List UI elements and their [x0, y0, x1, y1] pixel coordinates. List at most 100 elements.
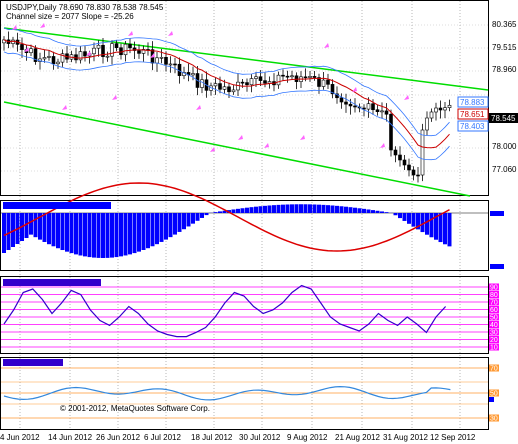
- histogram-bar: [344, 206, 348, 213]
- histogram-bar: [92, 213, 96, 258]
- histogram-bar: [308, 204, 312, 213]
- signal-arrow: [40, 23, 45, 28]
- rsi-level-label: 30: [490, 330, 498, 337]
- histogram-bar: [173, 213, 177, 235]
- rsi-panel[interactable]: [0, 276, 489, 354]
- current-price-value: 78.545: [491, 114, 516, 123]
- histogram-bar: [56, 213, 60, 249]
- rsi-level-label: 70: [490, 300, 498, 307]
- histogram-panel[interactable]: [0, 200, 489, 271]
- histogram-bar: [87, 213, 92, 258]
- histogram-bar: [213, 212, 218, 213]
- signal-arrow: [112, 95, 117, 100]
- histogram-bar: [24, 213, 29, 238]
- oscillator-title-bar: [3, 359, 63, 366]
- histogram-bar: [384, 212, 389, 213]
- candle-body: [105, 55, 110, 58]
- candle-body: [227, 86, 231, 93]
- oscillator-panel[interactable]: [0, 357, 489, 430]
- date-label: 21 Aug 2012: [335, 433, 380, 442]
- candle-body: [92, 47, 96, 55]
- candle-body: [191, 73, 195, 76]
- oscillator-line: [3, 385, 451, 401]
- histogram-bar: [353, 207, 357, 213]
- candle-body: [443, 107, 447, 111]
- oscillator-level-tag: [489, 389, 499, 397]
- histogram-bar: [137, 213, 141, 252]
- histogram-bar: [6, 213, 11, 250]
- histogram-bar: [65, 213, 69, 252]
- histogram-bar: [371, 210, 375, 213]
- moving-average-line: [3, 39, 450, 149]
- candle-body: [83, 51, 87, 57]
- histogram-bar: [78, 213, 83, 256]
- candle-body: [213, 83, 218, 87]
- histogram-bar: [29, 213, 33, 235]
- candle-body: [384, 110, 389, 115]
- candle-body: [123, 43, 128, 56]
- histogram-bar: [443, 213, 447, 245]
- histogram-title-bar: [3, 202, 111, 209]
- candle-body: [344, 101, 348, 105]
- histogram-bar: [258, 206, 263, 213]
- price-label-79xxx: 78.960: [492, 65, 517, 74]
- candle-body: [240, 81, 245, 84]
- date-label: 26 Jun 2012: [96, 433, 141, 442]
- histogram-bar: [110, 213, 114, 258]
- candle-body: [276, 74, 281, 86]
- candle-body: [411, 169, 416, 176]
- signal-arrow: [196, 105, 201, 110]
- candle-body: [281, 74, 285, 77]
- candle-body: [141, 49, 146, 54]
- price-label-78000: 78.000: [492, 142, 517, 151]
- candle-body: [258, 76, 263, 81]
- candle-body: [168, 63, 173, 66]
- histogram-bar: [200, 213, 204, 218]
- histogram-bar: [83, 213, 87, 257]
- rsi-level-tag: [489, 291, 499, 298]
- candle-body: [317, 77, 321, 87]
- candle-body: [375, 109, 380, 113]
- band-lower-value: 78.403: [460, 122, 485, 131]
- signal-arrow: [210, 147, 215, 152]
- candle-body: [110, 43, 114, 57]
- histogram-scale-bottom: [490, 264, 504, 269]
- histogram-bar: [393, 213, 398, 216]
- candle-body: [348, 103, 353, 107]
- candle-body: [267, 81, 272, 84]
- histogram-bar: [38, 213, 42, 240]
- rsi-level-tag: [489, 336, 499, 343]
- oscillator-marker: [489, 397, 494, 402]
- rsi-level-tag: [489, 321, 499, 328]
- histogram-bar: [285, 204, 290, 213]
- histogram-bar: [290, 204, 294, 213]
- histogram-bar: [114, 213, 119, 258]
- candle-body: [137, 50, 141, 54]
- candle-body: [2, 39, 6, 44]
- histogram-bar: [380, 211, 384, 213]
- candle-body: [128, 43, 132, 49]
- signal-arrow: [324, 43, 329, 48]
- band-upper-line: [3, 27, 450, 137]
- date-label: 9 Aug 2012: [287, 433, 328, 442]
- oscillator-level-label: 50: [490, 391, 498, 398]
- candle-body: [249, 78, 254, 86]
- signal-arrow: [238, 135, 243, 140]
- histogram-signal-line: [3, 182, 450, 252]
- histogram-scale-top: [490, 211, 504, 216]
- histogram-bar: [263, 205, 267, 213]
- date-label: 14 Jun 2012: [48, 433, 93, 442]
- price-label-79515: 79.515: [492, 43, 517, 52]
- candle-body: [101, 44, 105, 57]
- date-label: 4 Jun 2012: [0, 433, 40, 442]
- date-label: 31 Aug 2012: [383, 433, 428, 442]
- candle-body: [254, 76, 258, 79]
- histogram-bar: [195, 213, 200, 221]
- histogram-bar: [236, 208, 240, 213]
- candle-body: [303, 76, 308, 79]
- candle-body: [245, 82, 249, 86]
- price-label-77060: 77.060: [492, 165, 517, 174]
- candle-body: [447, 104, 452, 109]
